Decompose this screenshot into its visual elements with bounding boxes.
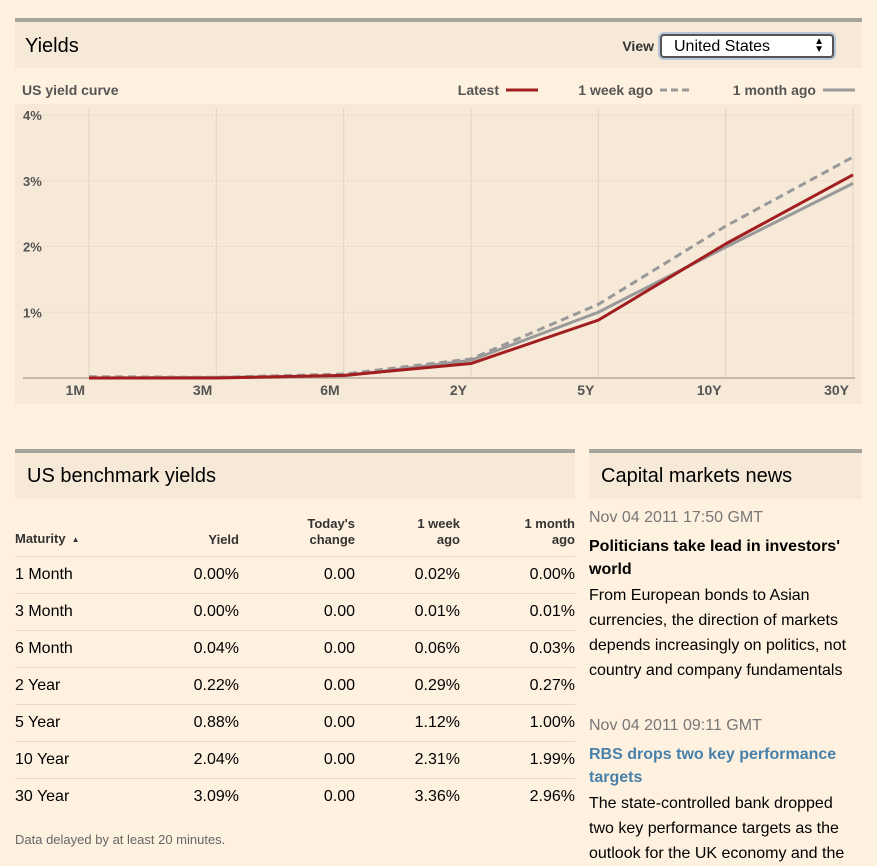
table-row: 2 Year 0.22% 0.00 0.29% 0.27% (15, 667, 575, 705)
country-select[interactable]: United States ▲ ▼ (660, 34, 834, 58)
cell-yield: 0.04% (125, 630, 239, 668)
cell-week: 0.06% (355, 630, 460, 668)
cell-month: 0.00% (460, 556, 575, 594)
cell-month: 1.00% (460, 704, 575, 742)
week-header: 1 week ago (417, 516, 460, 547)
news-title: Capital markets news (601, 465, 793, 487)
x-tick-label: 5Y (577, 382, 595, 398)
chart-legend: Latest 1 week ago 1 month ago (458, 82, 855, 98)
yields-panel-header: Yields View United States ▲ ▼ (15, 18, 862, 68)
chart-series (88, 155, 854, 380)
cell-change: 0.00 (239, 630, 355, 668)
cell-week: 1.12% (355, 704, 460, 742)
cell-yield: 0.00% (125, 593, 239, 631)
x-tick-label: 2Y (450, 382, 468, 398)
cell-yield: 0.22% (125, 667, 239, 705)
cell-change: 0.00 (239, 556, 355, 594)
chart-title: US yield curve (22, 82, 119, 98)
news-item: Nov 04 2011 09:11 GMT RBS drops two key … (589, 717, 862, 866)
cell-month: 1.99% (460, 741, 575, 779)
sort-up-icon: ▲ (71, 535, 80, 544)
yield-curve-chart: US yield curve Latest 1 week ago 1 month a… (15, 68, 862, 404)
cell-change: 0.00 (239, 741, 355, 779)
news-headline-link[interactable]: RBS drops two key performance targets (589, 746, 837, 786)
news-date: Nov 04 2011 17:50 GMT (589, 509, 764, 526)
series-line-1 (88, 155, 854, 379)
x-tick-label: 30Y (824, 382, 850, 398)
cell-maturity: 6 Month (15, 630, 125, 668)
table-header-row: Maturity ▲ Yield Today's change 1 week ago … (15, 512, 575, 557)
maturity-header[interactable]: Maturity ▲ (15, 531, 80, 547)
yield-header: Yield (208, 532, 239, 547)
news-summary: The state-controlled bank dropped two ke… (589, 795, 845, 862)
cell-maturity: 30 Year (15, 778, 125, 815)
cell-week: 2.31% (355, 741, 460, 779)
legend-label: Latest (458, 82, 500, 98)
cell-week: 0.02% (355, 556, 460, 594)
cell-week: 0.01% (355, 593, 460, 631)
cell-month: 2.96% (460, 778, 575, 815)
cell-change: 0.00 (239, 667, 355, 705)
cell-yield: 3.09% (125, 778, 239, 815)
data-delay-note: Data delayed by at least 20 minutes. (15, 832, 226, 847)
month-header: 1 month ago (524, 516, 575, 547)
news-panel-header: Capital markets news (589, 449, 862, 499)
cell-maturity: 10 Year (15, 741, 125, 779)
y-tick-label: 3% (23, 174, 42, 189)
view-selector-group: View United States ▲ ▼ (622, 34, 834, 58)
table-row: 1 Month 0.00% 0.00 0.02% 0.00% (15, 556, 575, 594)
cell-yield: 0.88% (125, 704, 239, 742)
cell-month: 0.03% (460, 630, 575, 668)
legend-label: 1 week ago (578, 82, 653, 98)
cell-maturity: 5 Year (15, 704, 125, 742)
cell-maturity: 1 Month (15, 556, 125, 594)
table-row: 5 Year 0.88% 0.00 1.12% 1.00% (15, 704, 575, 742)
cell-month: 0.27% (460, 667, 575, 705)
y-tick-label: 2% (23, 240, 42, 255)
y-tick-label: 1% (23, 305, 42, 320)
table-row: 3 Month 0.00% 0.00 0.01% 0.01% (15, 593, 575, 631)
x-tick-label: 3M (193, 382, 212, 398)
news-summary: From European bonds to Asian currencies,… (589, 587, 847, 679)
y-tick-label: 4% (23, 108, 42, 123)
cell-change: 0.00 (239, 778, 355, 815)
cell-month: 0.01% (460, 593, 575, 631)
y-axis-labels: 4% 3% 2% 1% (23, 108, 42, 320)
view-label: View (622, 38, 654, 54)
legend-label: 1 month ago (733, 82, 816, 98)
cell-week: 3.36% (355, 778, 460, 815)
cell-maturity: 3 Month (15, 593, 125, 631)
benchmark-panel-header: US benchmark yields (15, 449, 575, 499)
news-item: Nov 04 2011 17:50 GMT Politicians take l… (589, 509, 862, 683)
series-line-0 (89, 173, 854, 380)
cell-week: 0.29% (355, 667, 460, 705)
change-header: Today's change (307, 516, 355, 547)
table-row: 6 Month 0.04% 0.00 0.06% 0.03% (15, 630, 575, 668)
x-axis-labels: 1M 3M 6M 2Y 5Y 10Y 30Y (66, 382, 850, 398)
table-row: 10 Year 2.04% 0.00 2.31% 1.99% (15, 741, 575, 779)
news-date: Nov 04 2011 09:11 GMT (589, 717, 762, 734)
cell-yield: 0.00% (125, 556, 239, 594)
table-row: 30 Year 3.09% 0.00 3.36% 2.96% (15, 778, 575, 815)
x-tick-label: 6M (320, 382, 339, 398)
select-arrows-icon: ▲ ▼ (814, 36, 824, 55)
x-tick-label: 10Y (697, 382, 723, 398)
x-tick-label: 1M (66, 382, 85, 398)
benchmark-title: US benchmark yields (27, 465, 216, 487)
yields-title: Yields (25, 35, 79, 57)
country-select-value: United States (674, 38, 771, 55)
news-headline[interactable]: Politicians take lead in investors' worl… (589, 538, 841, 578)
cell-yield: 2.04% (125, 741, 239, 779)
cell-change: 0.00 (239, 704, 355, 742)
benchmark-table: Maturity ▲ Yield Today's change 1 week ago … (15, 512, 575, 815)
cell-change: 0.00 (239, 593, 355, 631)
cell-maturity: 2 Year (15, 667, 125, 705)
